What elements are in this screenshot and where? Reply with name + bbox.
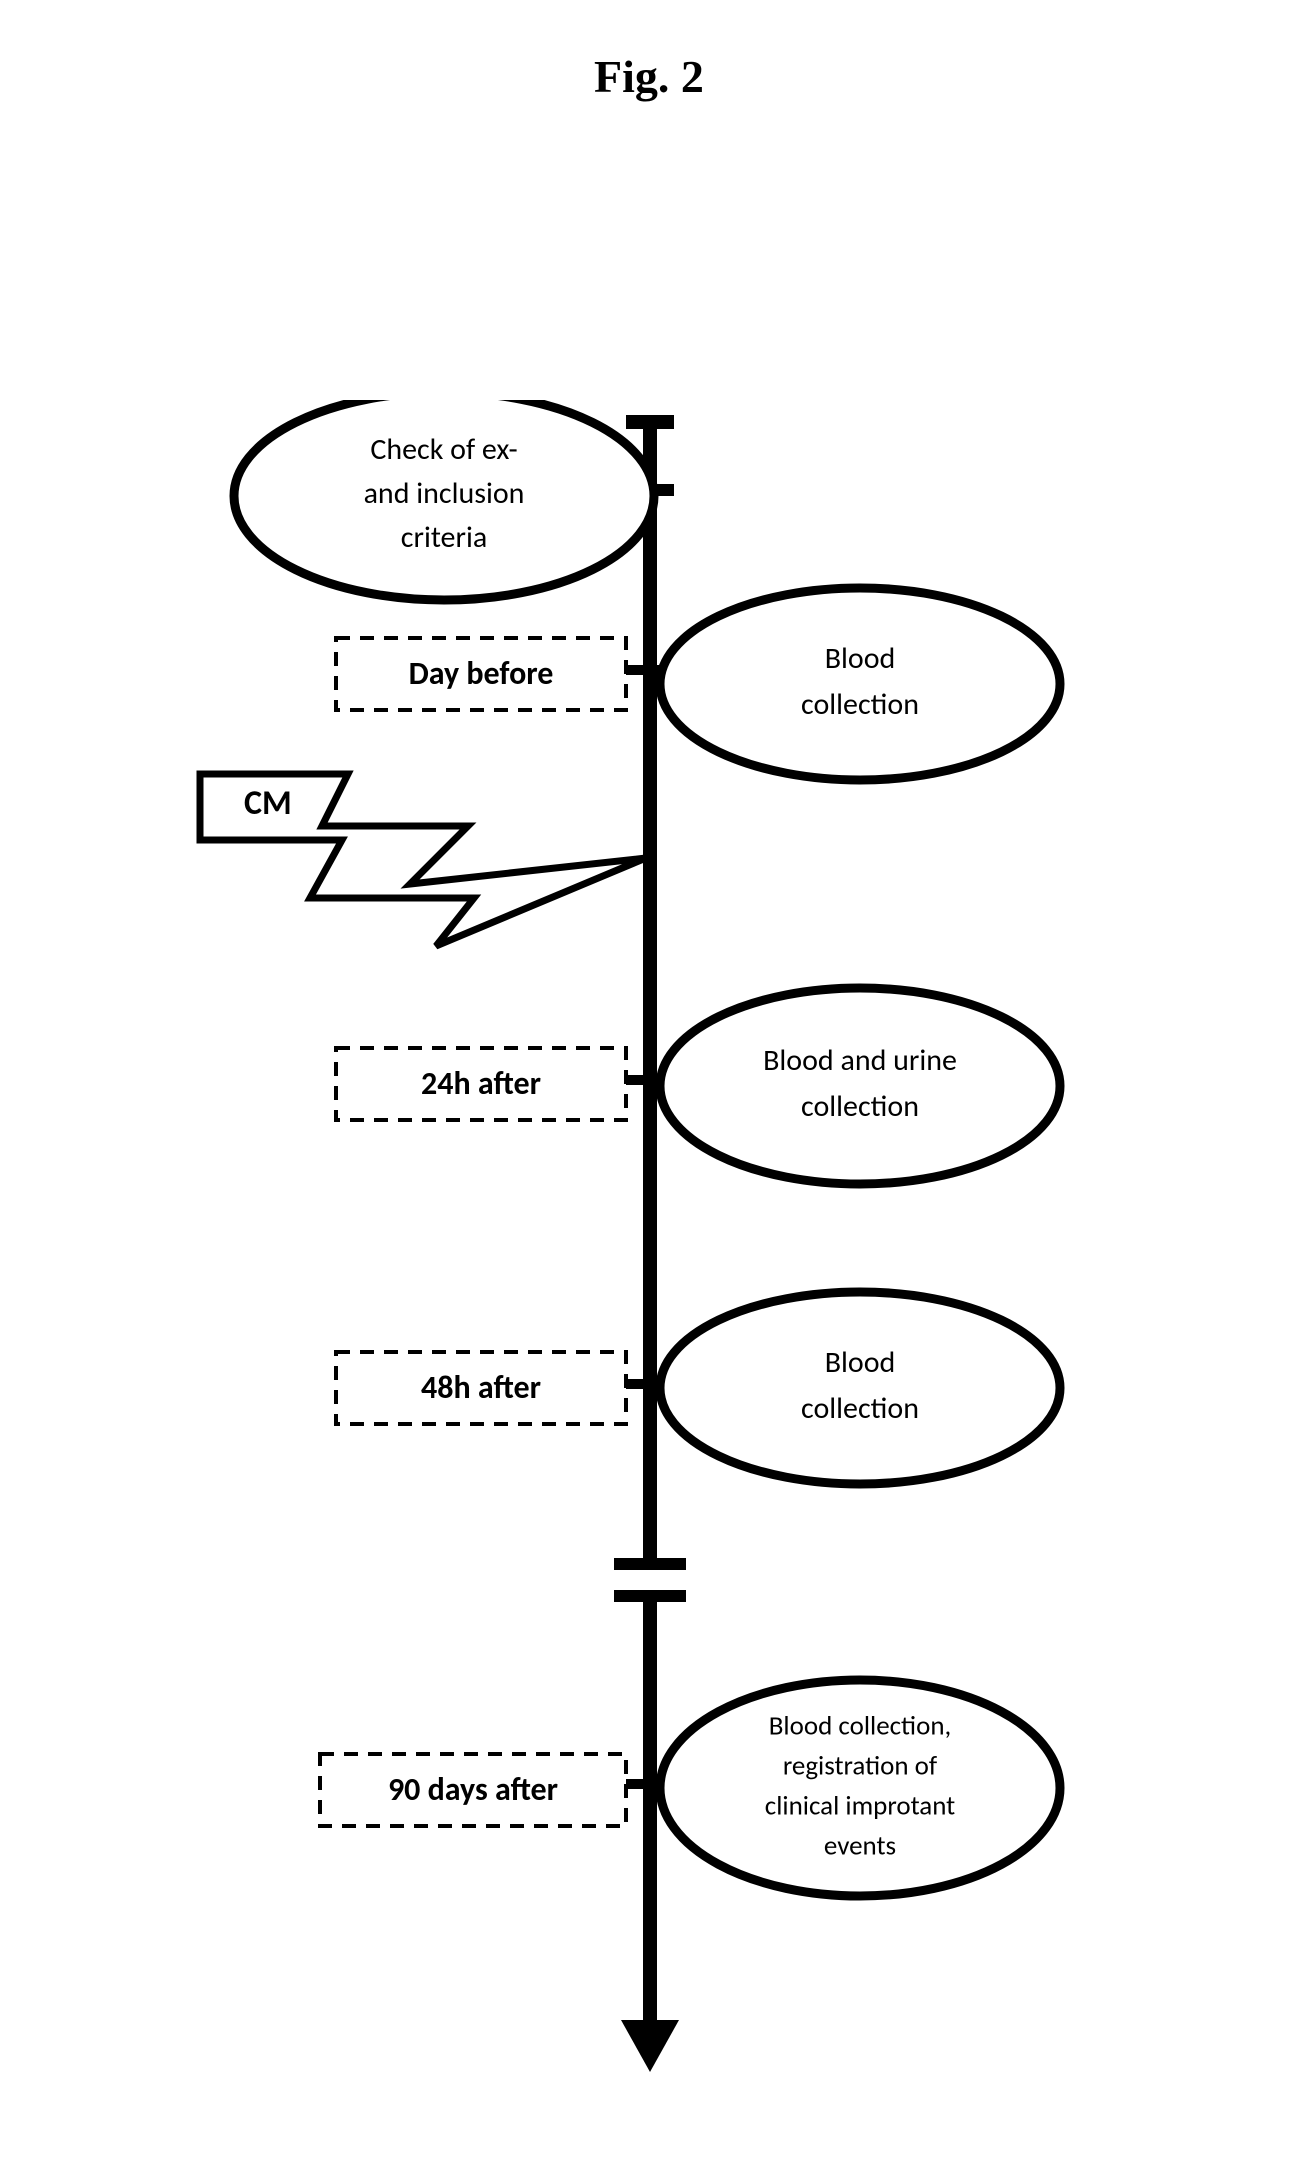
ellipse-label-blood-day-before: collection bbox=[801, 686, 919, 723]
ellipse-blood-day-before bbox=[660, 588, 1060, 780]
ellipse-label-blood-90d: events bbox=[824, 1829, 896, 1862]
ellipse-label-blood-48h: collection bbox=[801, 1390, 919, 1427]
timepoint-label-48h-after: 48h after bbox=[421, 1368, 541, 1407]
figure-page: Fig. 2 Check of ex-and inclusion criteria… bbox=[0, 0, 1298, 2181]
ellipse-label-blood-day-before: Blood bbox=[825, 640, 896, 677]
ellipse-label-blood-urine-24h: Blood and urine bbox=[763, 1042, 957, 1079]
ellipse-label-criteria: Check of ex- bbox=[370, 431, 517, 468]
ellipse-label-blood-90d: clinical improtant bbox=[765, 1789, 955, 1822]
ellipse-label-blood-48h: Blood bbox=[825, 1344, 896, 1381]
ellipse-label-blood-urine-24h: collection bbox=[801, 1088, 919, 1125]
ellipse-label-criteria: criteria bbox=[401, 519, 487, 556]
timepoint-label-90d-after: 90 days after bbox=[388, 1770, 558, 1809]
timeline-diagram: Check of ex-and inclusion criteria Blood co… bbox=[180, 400, 1120, 2100]
timepoint-label-24h-after: 24h after bbox=[421, 1064, 541, 1103]
figure-title: Fig. 2 bbox=[0, 0, 1298, 103]
ellipse-blood-48h bbox=[660, 1292, 1060, 1484]
timepoint-label-day-before: Day before bbox=[409, 654, 554, 693]
ellipse-blood-urine-24h bbox=[660, 988, 1060, 1184]
cm-bolt-label: CM bbox=[244, 783, 292, 824]
ellipse-label-blood-90d: Blood collection, bbox=[769, 1709, 952, 1742]
ellipse-label-blood-90d: registration of bbox=[783, 1749, 938, 1782]
ellipse-label-criteria: and inclusion bbox=[364, 475, 525, 512]
timeline-arrowhead bbox=[621, 2020, 679, 2072]
